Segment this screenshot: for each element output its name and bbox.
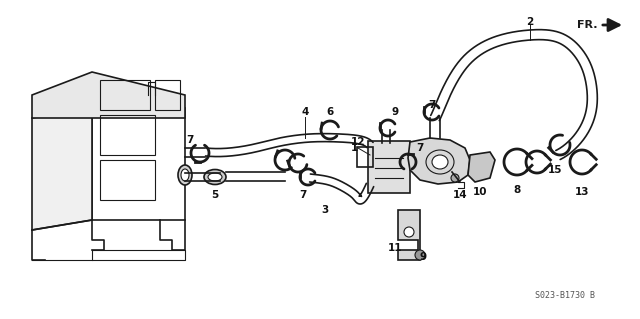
Text: 7: 7: [428, 100, 436, 110]
Text: 9: 9: [419, 252, 427, 262]
Text: 12: 12: [351, 137, 365, 147]
Polygon shape: [468, 152, 495, 182]
Text: 8: 8: [513, 185, 520, 195]
Polygon shape: [398, 210, 420, 260]
Ellipse shape: [208, 173, 222, 181]
Text: 1: 1: [350, 143, 358, 153]
Text: 10: 10: [473, 187, 487, 197]
Text: 14: 14: [452, 190, 467, 200]
Text: 4: 4: [301, 107, 308, 117]
Text: 13: 13: [575, 187, 589, 197]
Polygon shape: [32, 108, 92, 230]
Text: 2: 2: [526, 17, 534, 27]
Text: 7: 7: [186, 135, 194, 145]
Circle shape: [404, 227, 414, 237]
Ellipse shape: [181, 169, 189, 181]
Circle shape: [451, 174, 459, 182]
Text: 9: 9: [392, 107, 399, 117]
Polygon shape: [92, 108, 185, 220]
Text: 3: 3: [321, 205, 328, 215]
Polygon shape: [32, 72, 185, 118]
Text: 5: 5: [211, 190, 219, 200]
Text: 11: 11: [388, 243, 403, 253]
Text: S023-B1730 B: S023-B1730 B: [535, 291, 595, 300]
Polygon shape: [408, 138, 470, 184]
Ellipse shape: [432, 155, 448, 169]
FancyBboxPatch shape: [368, 141, 410, 193]
Circle shape: [415, 250, 425, 260]
Text: 7: 7: [300, 190, 307, 200]
Ellipse shape: [204, 169, 226, 184]
Text: FR.: FR.: [577, 20, 598, 30]
Text: 15: 15: [548, 165, 563, 175]
Text: 6: 6: [326, 107, 333, 117]
Text: 7: 7: [416, 143, 424, 153]
Ellipse shape: [178, 165, 192, 185]
